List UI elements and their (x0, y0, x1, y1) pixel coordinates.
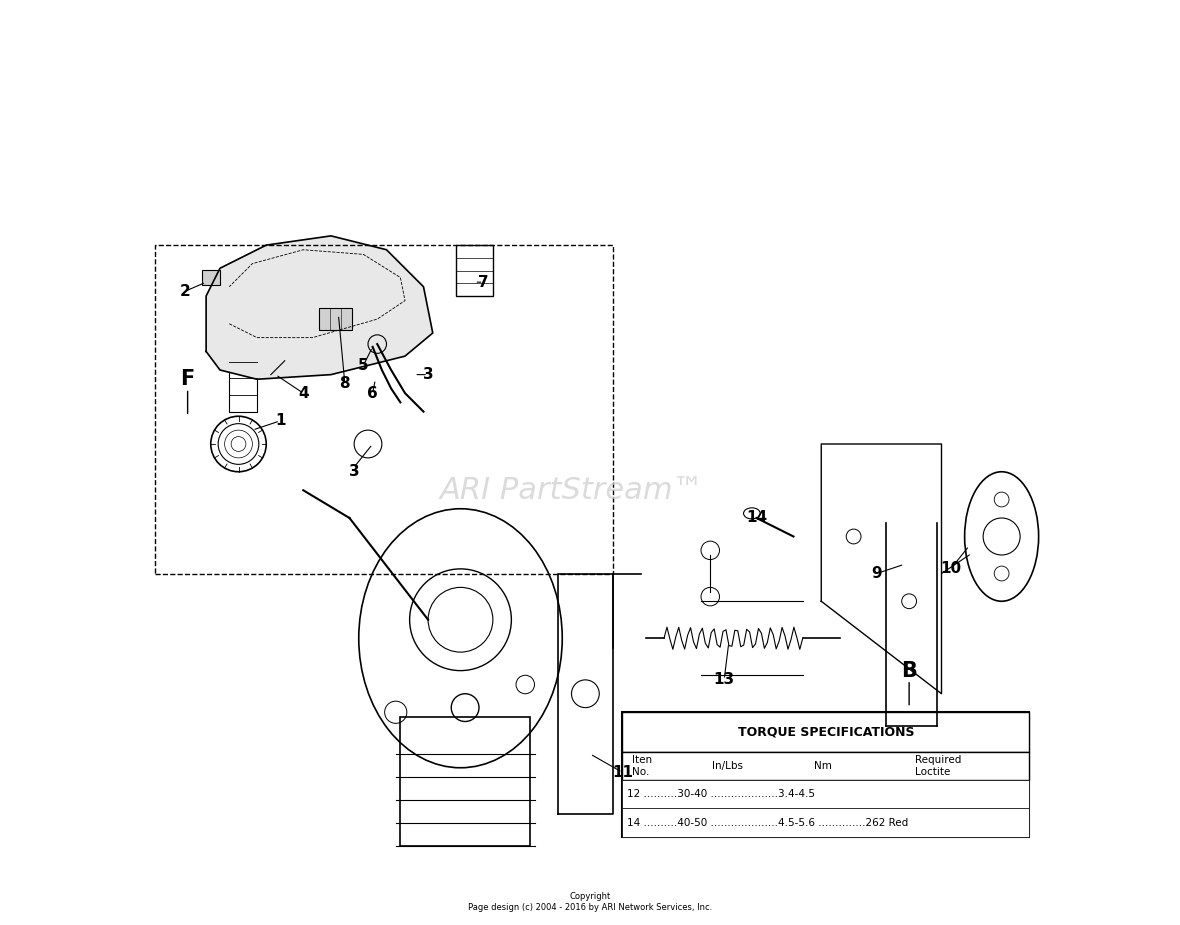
Text: 12 ..........30-40 ....................3.4-4.5: 12 ..........30-40 ....................3… (627, 789, 815, 799)
Text: 14: 14 (746, 511, 767, 525)
Bar (622, 712, 1029, 752)
Bar (622, 808, 1029, 837)
Text: 5: 5 (358, 358, 368, 373)
Polygon shape (206, 236, 433, 379)
Text: ARI PartStream™: ARI PartStream™ (439, 475, 703, 505)
Ellipse shape (743, 508, 760, 519)
Bar (622, 712, 1029, 837)
Text: 4: 4 (297, 386, 308, 401)
Text: Nm: Nm (814, 761, 832, 771)
Text: Copyright
Page design (c) 2004 - 2016 by ARI Network Services, Inc.: Copyright Page design (c) 2004 - 2016 by… (468, 893, 712, 911)
Bar (229, 347, 257, 412)
Text: 6: 6 (367, 386, 378, 401)
Bar (455, 245, 493, 296)
Text: Required
Loctite: Required Loctite (916, 755, 962, 777)
Bar (319, 308, 353, 330)
Text: 13: 13 (714, 672, 735, 687)
Text: TORQUE SPECIFICATIONS: TORQUE SPECIFICATIONS (738, 726, 914, 739)
Text: 9: 9 (872, 566, 883, 581)
Bar (622, 752, 1029, 780)
Circle shape (701, 587, 720, 606)
Text: 3: 3 (349, 464, 360, 479)
Text: In/Lbs: In/Lbs (712, 761, 743, 771)
Text: Iten
No.: Iten No. (631, 755, 651, 777)
Text: 3: 3 (422, 367, 433, 382)
Bar (202, 270, 219, 285)
Text: 7: 7 (478, 275, 489, 290)
Bar (156, 245, 614, 574)
Text: 10: 10 (940, 561, 962, 576)
Text: 14 ..........40-50 ....................4.5-5.6 ..............262 Red: 14 ..........40-50 ....................4… (627, 818, 909, 828)
Text: F: F (181, 369, 195, 389)
Bar (400, 717, 530, 846)
Text: 1: 1 (275, 413, 286, 428)
Bar (622, 780, 1029, 808)
Text: 2: 2 (179, 284, 190, 299)
Text: 11: 11 (612, 765, 632, 780)
Text: B: B (902, 660, 917, 681)
Text: 8: 8 (340, 376, 350, 391)
Circle shape (701, 541, 720, 560)
